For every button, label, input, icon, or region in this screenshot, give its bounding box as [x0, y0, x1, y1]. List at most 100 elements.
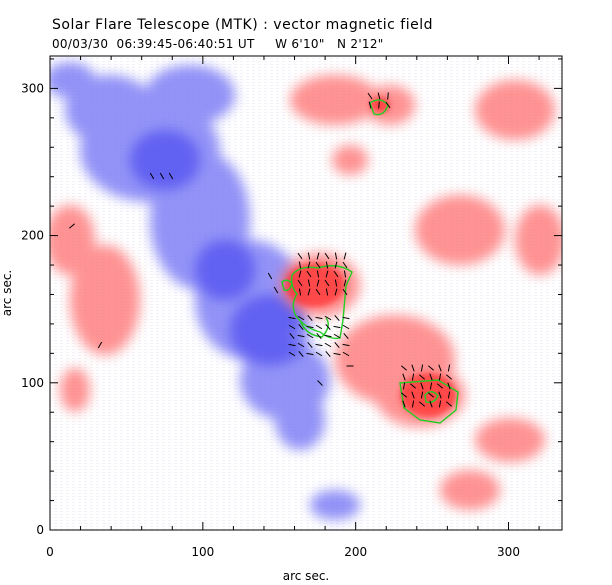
field-vector	[316, 279, 320, 287]
field-vector	[342, 261, 348, 269]
field-vector	[387, 92, 389, 100]
field-vector	[307, 261, 311, 269]
field-vector	[298, 323, 304, 331]
field-vector	[438, 364, 442, 372]
field-vector	[298, 261, 302, 269]
x-tick-label: 200	[344, 545, 367, 559]
field-vector	[267, 272, 273, 280]
field-vector	[411, 364, 415, 372]
field-vector	[342, 324, 350, 330]
field-vector	[297, 342, 305, 348]
field-vector	[411, 391, 415, 399]
field-vector	[324, 334, 332, 338]
field-vector	[429, 382, 433, 390]
field-vector	[334, 261, 338, 269]
field-contours	[281, 99, 459, 424]
y-axis-label: arc sec.	[0, 270, 14, 316]
field-vector	[68, 223, 76, 229]
field-vector	[334, 288, 338, 296]
field-vector	[333, 333, 341, 339]
field-vector	[427, 365, 435, 371]
field-vector	[343, 332, 349, 340]
field-vector	[306, 352, 314, 356]
field-vector	[307, 314, 313, 322]
y-tick-label: 0	[36, 523, 44, 537]
figure-subtitle: 00/03/30 06:39:45-06:40:51 UT W 6'10" N …	[52, 37, 384, 51]
field-vector	[420, 364, 424, 372]
field-vector	[297, 334, 305, 338]
field-vector	[418, 401, 426, 407]
field-vector	[429, 373, 433, 381]
field-vector	[409, 383, 417, 389]
field-vector	[334, 314, 340, 322]
magnetogram-image	[50, 56, 562, 530]
field-vector	[288, 324, 296, 330]
x-tick-label: 100	[191, 545, 214, 559]
field-vector	[316, 332, 322, 340]
field-vector	[297, 315, 305, 321]
x-axis: 0 100 200 300	[46, 56, 540, 559]
field-vector	[307, 252, 311, 260]
field-vector	[333, 325, 341, 329]
field-vector	[315, 351, 323, 357]
field-vector	[402, 382, 406, 390]
field-vector	[324, 279, 330, 287]
field-vector	[342, 351, 350, 357]
field-vector	[325, 288, 329, 296]
field-vector	[298, 350, 304, 358]
field-vector	[325, 270, 329, 278]
field-vector	[288, 343, 296, 347]
field-vector	[368, 101, 372, 109]
field-vector	[342, 288, 348, 296]
field-vector	[316, 270, 320, 278]
field-vector	[445, 374, 453, 380]
field-vector	[297, 252, 303, 260]
field-vector	[306, 333, 314, 339]
field-vector	[333, 270, 339, 278]
field-vector	[378, 101, 380, 109]
field-vector	[334, 252, 338, 260]
field-vector	[400, 392, 408, 398]
field-vector	[334, 279, 338, 287]
field-vector	[343, 270, 347, 278]
field-vector	[402, 400, 406, 408]
field-vector	[325, 350, 331, 358]
field-vector	[298, 270, 302, 278]
x-tick-label: 300	[497, 545, 520, 559]
field-vector	[307, 288, 311, 296]
field-vector	[447, 382, 451, 390]
field-vector	[411, 373, 415, 381]
field-vector	[343, 252, 347, 260]
field-vector	[438, 400, 442, 408]
field-vector	[324, 342, 332, 348]
field-vector	[307, 279, 311, 287]
field-vector	[377, 92, 381, 100]
field-vector	[288, 351, 296, 357]
field-vector	[273, 286, 279, 294]
field-vector	[297, 279, 303, 287]
field-vector	[436, 383, 444, 389]
field-vector	[325, 261, 329, 269]
field-vector	[288, 316, 296, 320]
field-vector	[306, 325, 314, 329]
field-vector	[411, 400, 415, 408]
field-vector	[385, 101, 391, 109]
field-vector	[316, 252, 320, 260]
field-vector	[427, 392, 435, 398]
figure-title: Solar Flare Telescope (MTK) : vector mag…	[52, 17, 433, 33]
field-vector	[402, 373, 406, 381]
field-vector	[367, 92, 373, 100]
field-vector	[420, 382, 424, 390]
field-vector	[168, 172, 174, 180]
field-vector	[315, 288, 321, 296]
field-vector	[429, 400, 433, 408]
plot-frame	[49, 55, 563, 531]
field-vector	[306, 270, 312, 278]
field-vector	[343, 279, 347, 287]
field-vector	[298, 288, 302, 296]
field-vector	[149, 172, 155, 180]
field-vector	[325, 323, 331, 331]
field-vector	[307, 341, 313, 349]
field-vector	[333, 352, 341, 356]
